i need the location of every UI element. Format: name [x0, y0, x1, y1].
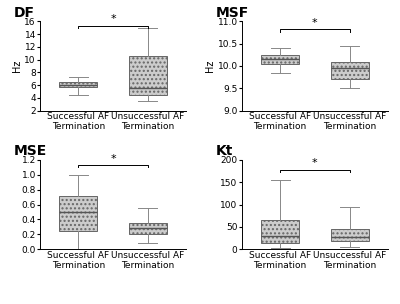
- PathPatch shape: [129, 223, 167, 234]
- PathPatch shape: [261, 220, 299, 243]
- PathPatch shape: [330, 229, 369, 241]
- Text: *: *: [110, 154, 116, 164]
- PathPatch shape: [261, 55, 299, 64]
- Text: *: *: [312, 158, 318, 168]
- PathPatch shape: [129, 57, 167, 95]
- Y-axis label: Hz: Hz: [205, 60, 215, 72]
- Text: MSE: MSE: [14, 144, 47, 158]
- Text: Kt: Kt: [216, 144, 233, 158]
- Y-axis label: Hz: Hz: [12, 60, 22, 72]
- PathPatch shape: [330, 61, 369, 79]
- Text: *: *: [312, 19, 318, 29]
- PathPatch shape: [59, 196, 98, 231]
- PathPatch shape: [59, 82, 98, 87]
- Text: DF: DF: [14, 6, 35, 20]
- Text: *: *: [110, 15, 116, 25]
- Text: MSF: MSF: [216, 6, 249, 20]
